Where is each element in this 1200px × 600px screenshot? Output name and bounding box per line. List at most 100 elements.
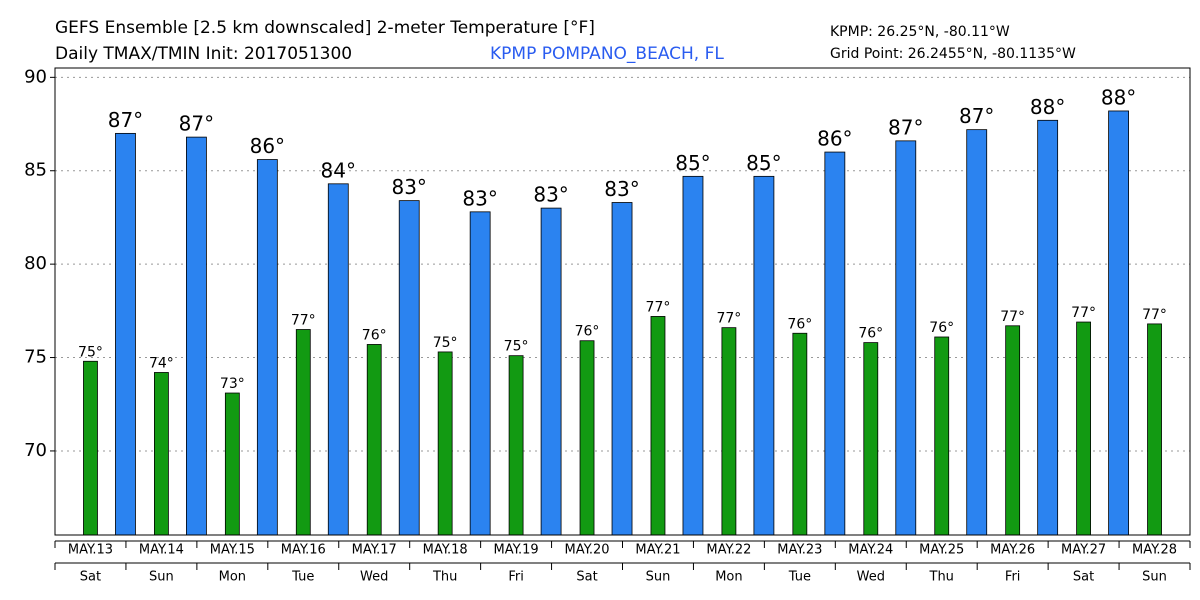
bar xyxy=(792,332,808,536)
bar xyxy=(1076,321,1091,536)
bar xyxy=(863,342,879,536)
value-label: 87° xyxy=(959,104,994,128)
value-label: 86° xyxy=(817,127,852,151)
bar xyxy=(437,351,453,536)
bar xyxy=(83,360,98,536)
bar xyxy=(469,211,491,536)
value-label: 76° xyxy=(787,316,812,332)
bar xyxy=(579,340,595,536)
bar xyxy=(721,327,737,536)
weekday-label: Fri xyxy=(508,570,524,585)
x-tick-label: MAY.21 xyxy=(635,543,680,558)
bar xyxy=(366,344,382,536)
value-label: 76° xyxy=(575,324,600,340)
value-label: 84° xyxy=(321,158,356,182)
plot-frame xyxy=(54,67,1191,536)
grid-point: Grid Point: 26.2455°N, -80.1135°W xyxy=(830,46,1076,62)
bar xyxy=(327,183,349,536)
value-label: 88° xyxy=(1101,85,1136,109)
value-label: 76° xyxy=(362,327,387,343)
value-label: 86° xyxy=(250,134,285,158)
weekday-label: Sat xyxy=(1073,570,1094,585)
weekday-label: Thu xyxy=(432,570,457,585)
bar xyxy=(186,136,207,536)
value-label: 87° xyxy=(179,112,214,136)
bar xyxy=(895,140,917,536)
bar xyxy=(1037,119,1059,536)
weekday-label: Wed xyxy=(857,570,885,585)
x-tick-label: MAY.16 xyxy=(281,543,326,558)
value-label: 75° xyxy=(78,344,103,360)
value-label: 83° xyxy=(391,175,426,199)
bar xyxy=(682,175,704,536)
x-tick-label: MAY.20 xyxy=(564,543,609,558)
value-label: 76° xyxy=(929,320,954,336)
x-tick-label: MAY.18 xyxy=(423,543,468,558)
x-tick-label: MAY.28 xyxy=(1132,543,1177,558)
chart-title: GEFS Ensemble [2.5 km downscaled] 2-mete… xyxy=(55,18,595,38)
bar xyxy=(753,175,775,536)
weekday-label: Fri xyxy=(1005,570,1021,585)
bar xyxy=(115,132,136,536)
x-tick-label: MAY.27 xyxy=(1061,543,1106,558)
bar xyxy=(1108,110,1129,536)
x-tick-label: MAY.15 xyxy=(210,543,255,558)
x-tick-label: MAY.25 xyxy=(919,543,964,558)
bar xyxy=(650,316,666,536)
value-label: 77° xyxy=(1000,309,1025,325)
value-label: 73° xyxy=(220,376,245,392)
x-tick-label: MAY.17 xyxy=(352,543,397,558)
x-tick-label: MAY.23 xyxy=(777,543,822,558)
weekday-label: Tue xyxy=(291,570,314,585)
weekday-label: Sat xyxy=(576,570,597,585)
y-tick-label: 85 xyxy=(24,160,47,181)
chart-subtitle: Daily TMAX/TMIN Init: 2017051300 xyxy=(55,44,352,64)
value-label: 88° xyxy=(1030,95,1065,119)
weekday-label: Sun xyxy=(646,570,671,585)
value-label: 83° xyxy=(533,183,568,207)
value-label: 76° xyxy=(858,326,883,342)
value-label: 75° xyxy=(433,335,458,351)
value-label: 85° xyxy=(746,151,781,175)
bar xyxy=(1147,323,1162,536)
y-tick-label: 75 xyxy=(24,347,47,368)
weekday-label: Sat xyxy=(80,570,101,585)
value-label: 85° xyxy=(675,151,710,175)
x-tick-label: MAY.24 xyxy=(848,543,893,558)
x-tick-label: MAY.13 xyxy=(68,543,113,558)
y-tick-label: 70 xyxy=(24,440,47,461)
x-tick-label: MAY.19 xyxy=(494,543,539,558)
bar xyxy=(224,392,240,536)
value-label: 77° xyxy=(291,313,316,329)
x-tick-label: MAY.26 xyxy=(990,543,1035,558)
value-label: 77° xyxy=(646,299,671,315)
bar xyxy=(611,202,633,536)
bar xyxy=(256,159,278,536)
bar xyxy=(1005,325,1021,536)
value-label: 83° xyxy=(604,177,639,201)
bar xyxy=(540,207,562,536)
y-tick-label: 80 xyxy=(24,253,47,274)
y-tick-label: 90 xyxy=(24,66,47,87)
bar xyxy=(154,372,169,536)
bar xyxy=(824,151,846,536)
weekday-label: Wed xyxy=(360,570,388,585)
value-label: 87° xyxy=(108,108,143,132)
weekday-label: Sun xyxy=(1142,570,1167,585)
value-label: 83° xyxy=(462,186,497,210)
bar xyxy=(398,200,420,536)
value-label: 77° xyxy=(1142,307,1167,323)
station-name: KPMP POMPANO_BEACH, FL xyxy=(490,44,724,64)
x-tick-label: MAY.22 xyxy=(706,543,751,558)
bar xyxy=(508,355,524,536)
bar xyxy=(295,329,311,536)
value-label: 74° xyxy=(149,355,174,371)
value-label: 75° xyxy=(504,339,529,355)
value-label: 77° xyxy=(1071,305,1096,321)
weekday-label: Mon xyxy=(219,570,246,585)
value-label: 77° xyxy=(716,311,741,327)
station-coords: KPMP: 26.25°N, -80.11°W xyxy=(830,24,1010,40)
bar xyxy=(966,129,988,536)
weekday-label: Mon xyxy=(715,570,742,585)
